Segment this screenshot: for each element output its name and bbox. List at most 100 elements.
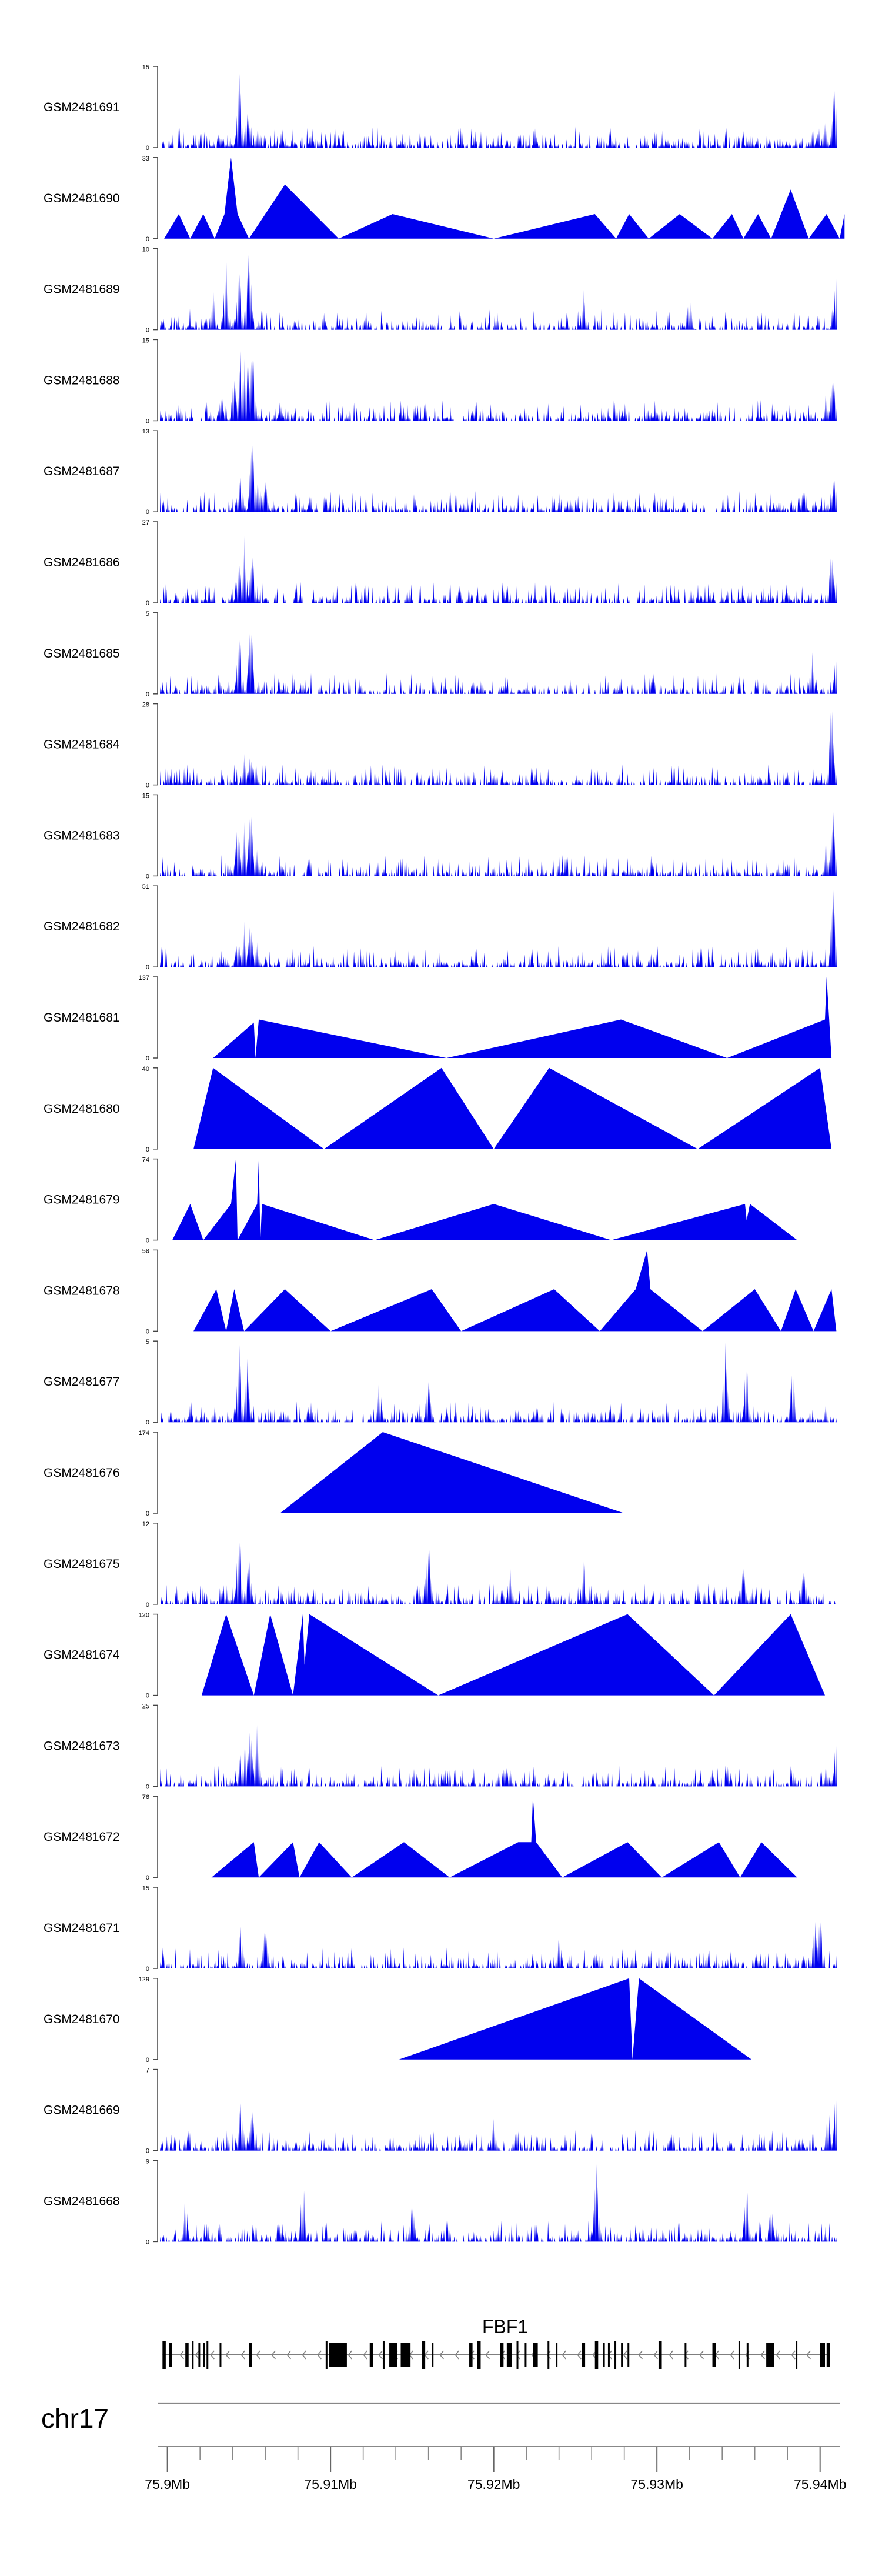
y-tick-label-zero: 0 [146,964,149,971]
exon [627,2343,630,2367]
track-GSM2481683: GSM2481683 15 0 [44,792,837,880]
strand-arrow [439,2350,444,2360]
y-tick-label-max: 5 [146,610,149,618]
exon [162,2341,166,2369]
exon [198,2343,201,2367]
coverage-area [399,1978,752,2060]
exon [185,2343,189,2367]
coverage-area [172,1159,797,1240]
y-tick-label-max: 15 [142,337,149,344]
strand-arrow [317,2350,322,2360]
exon [500,2343,504,2367]
strand-arrow [195,2350,199,2360]
exon [556,2343,558,2367]
track-GSM2481691: GSM2481691 15 0 [44,64,837,152]
exon [219,2343,222,2367]
y-tick-label-zero: 0 [146,418,149,425]
y-tick-label-max: 13 [142,428,149,435]
y-tick-label-max: 174 [139,1430,149,1437]
exon [820,2343,826,2367]
y-tick-label-zero: 0 [146,1510,149,1517]
track-label: GSM2481668 [44,2194,120,2208]
strand-arrow [271,2350,276,2360]
exon [826,2343,830,2367]
strand-arrow [378,2350,383,2360]
x-tick-label: 75.92Mb [467,2477,520,2492]
gene-name-label: FBF1 [482,2316,528,2337]
track-label: GSM2481686 [44,556,120,569]
coverage-area [160,890,837,967]
track-GSM2481690: GSM2481690 33 0 [44,155,845,243]
x-tick-label: 75.94Mb [794,2477,847,2492]
strand-arrow [485,2350,490,2360]
y-tick-label-max: 15 [142,792,149,799]
track-GSM2481672: GSM2481672 76 0 [44,1794,797,1881]
exon [506,2343,512,2367]
exon [746,2343,749,2367]
strand-arrow [760,2350,765,2360]
exon [206,2341,209,2369]
y-tick-label-max: 28 [142,702,149,709]
strand-arrow [653,2350,658,2360]
track-label: GSM2481679 [44,1193,120,1207]
x-axis-major-ticks: 75.9Mb 75.91Mb 75.92Mb 75.93Mb 75.94Mb [145,2447,846,2492]
track-label: GSM2481681 [44,1011,120,1025]
exon [582,2343,586,2367]
y-tick-label-zero: 0 [146,1328,149,1335]
track-GSM2481676: GSM2481676 174 0 [44,1430,624,1517]
y-tick-label-zero: 0 [146,1146,149,1153]
y-tick-label-zero: 0 [146,2238,149,2245]
track-label: GSM2481688 [44,373,120,387]
exon [516,2341,519,2369]
y-tick-label-max: 25 [142,1703,149,1710]
coverage-area [211,1796,797,1878]
y-tick-label-zero: 0 [146,1055,149,1062]
strand-arrow [240,2350,245,2360]
x-tick-label: 75.9Mb [145,2477,190,2492]
y-tick-label-zero: 0 [146,1237,149,1244]
track-label: GSM2481674 [44,1649,120,1662]
exon [192,2341,194,2369]
exon [738,2341,740,2369]
track-GSM2481675: GSM2481675 12 0 [44,1521,837,1609]
y-tick-label-max: 27 [142,519,149,526]
track-label: GSM2481672 [44,1830,120,1844]
exon [712,2343,716,2367]
coverage-area [160,2164,837,2242]
track-label: GSM2481689 [44,283,120,296]
y-tick-label-max: 15 [142,1885,149,1892]
track-GSM2481673: GSM2481673 25 0 [44,1703,837,1790]
y-tick-label-zero: 0 [146,327,149,334]
coverage-area [160,633,837,694]
track-GSM2481689: GSM2481689 10 0 [44,246,837,334]
y-tick-label-zero: 0 [146,145,149,152]
x-tick-label: 75.93Mb [630,2477,683,2492]
track-label: GSM2481675 [44,1557,120,1571]
coverage-tracks: GSM2481691150GSM2481690330GSM2481689100G… [44,64,845,2245]
track-label: GSM2481683 [44,829,120,842]
strand-arrow [791,2350,796,2360]
exon [533,2343,538,2367]
track-GSM2481669: GSM2481669 7 0 [44,2067,837,2155]
exon [249,2343,252,2367]
exon [369,2343,373,2367]
y-tick-label-max: 120 [139,1612,149,1619]
exon [400,2343,411,2367]
exon [796,2341,798,2369]
y-tick-label-max: 74 [142,1157,149,1164]
exon [477,2341,481,2369]
y-tick-label-max: 33 [142,155,149,162]
y-tick-label-zero: 0 [146,236,149,243]
coverage-area [213,977,832,1058]
coverage-area [160,1342,837,1423]
track-GSM2481684: GSM2481684 28 0 [44,702,837,789]
coverage-area [160,445,837,512]
y-tick-label-zero: 0 [146,600,149,607]
strand-arrow [455,2350,459,2360]
y-tick-label-max: 5 [146,1339,149,1346]
track-label: GSM2481682 [44,920,120,933]
y-tick-label-zero: 0 [146,2057,149,2064]
x-tick-label: 75.91Mb [304,2477,357,2492]
exon [621,2343,623,2367]
strand-arrow [730,2350,734,2360]
